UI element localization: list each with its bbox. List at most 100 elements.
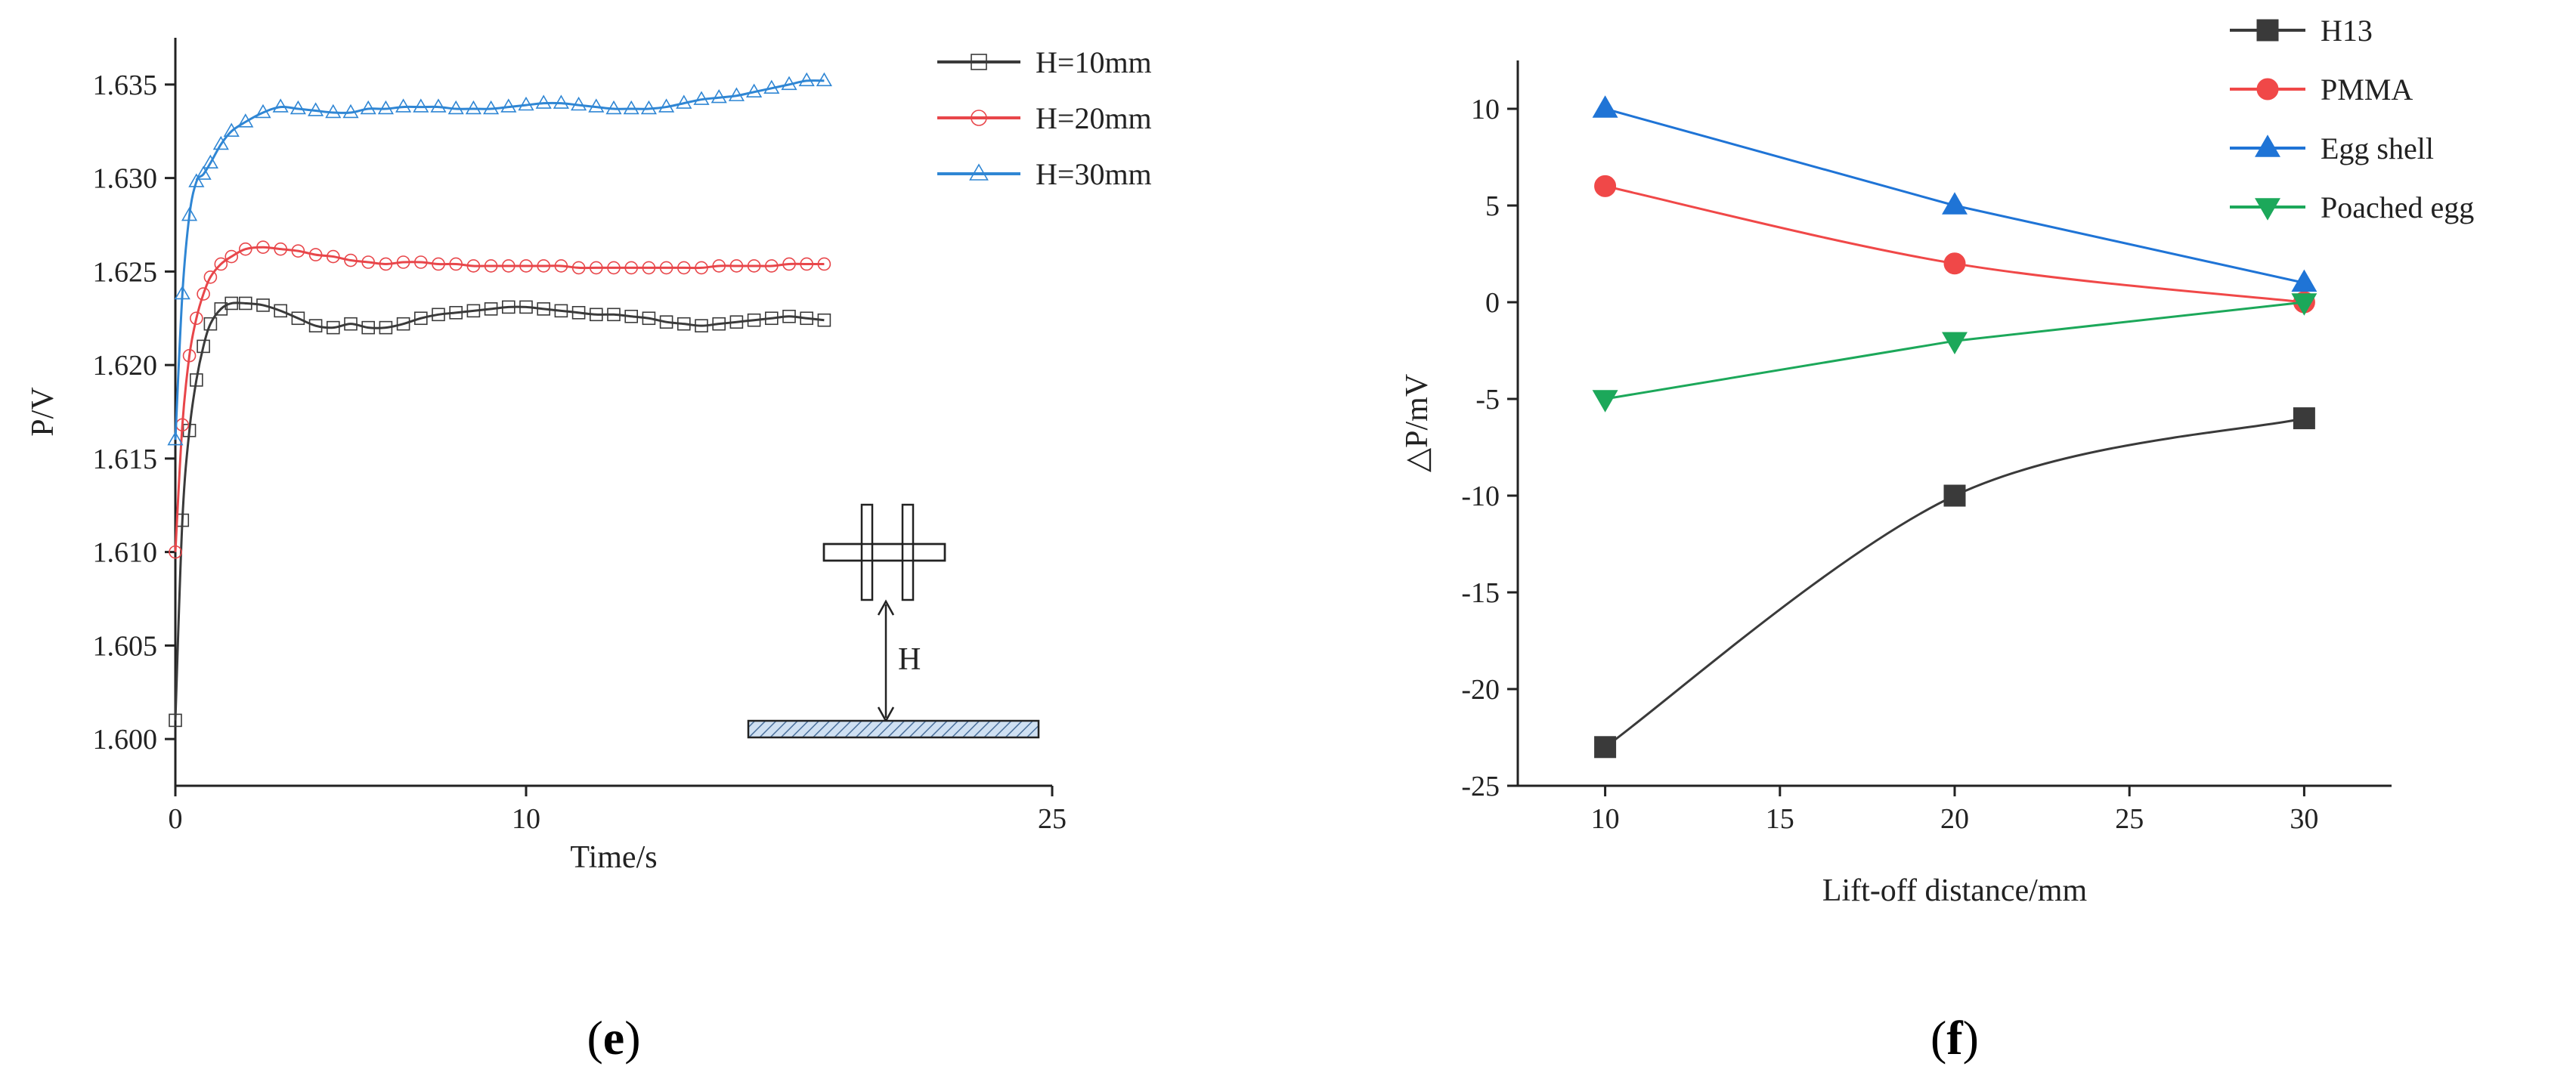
data-point <box>553 94 569 109</box>
x-tick-label: 0 <box>169 803 183 835</box>
data-point <box>782 257 796 271</box>
data-point <box>746 83 763 97</box>
data-point <box>817 313 831 327</box>
height-arrow-head-top <box>877 599 895 616</box>
data-point <box>224 296 239 311</box>
data-point <box>816 72 832 87</box>
probe-leg-left <box>860 503 874 601</box>
data-point <box>2293 407 2315 430</box>
data-point <box>624 261 639 275</box>
data-point <box>676 94 692 109</box>
data-point <box>202 154 218 169</box>
data-point <box>695 261 708 275</box>
legend-label: H=30mm <box>1036 157 1152 191</box>
data-point <box>554 259 568 273</box>
data-point <box>571 96 587 111</box>
chart-e: 0 10 25 1.600 1.605 1.610 1.615 1.620 1.625 1.630… <box>26 38 1152 1065</box>
data-point <box>1943 484 1966 507</box>
chart-f-xlabel: Lift-off distance/mm <box>1822 873 2088 908</box>
data-point <box>658 98 675 113</box>
data-point <box>659 261 673 275</box>
data-point <box>1592 95 1618 118</box>
y-tick-label: 1.630 <box>93 163 158 195</box>
data-point <box>238 296 252 311</box>
data-point <box>432 257 445 271</box>
data-point <box>729 315 744 329</box>
data-point <box>308 248 323 261</box>
data-point <box>800 257 813 271</box>
data-point <box>642 261 656 275</box>
data-point <box>190 311 203 326</box>
data-point <box>554 304 568 318</box>
data-point <box>395 98 412 113</box>
chart-f-series <box>1592 95 2317 759</box>
y-tick-label: -15 <box>1461 577 1500 609</box>
probe-crossbar <box>822 542 946 562</box>
chart-f-ticks: 10 15 20 25 30 -25 -20 -15 -10 -5 0 5 10 <box>1461 94 2318 835</box>
series-line-0 <box>1604 417 2305 749</box>
data-point <box>693 91 710 105</box>
data-point <box>256 240 270 255</box>
data-point <box>1594 175 1617 197</box>
data-point <box>466 259 481 273</box>
data-point <box>800 311 813 326</box>
series-line-0 <box>174 301 825 721</box>
data-point <box>326 249 340 264</box>
data-point <box>447 100 464 115</box>
data-point <box>238 242 252 256</box>
data-point <box>642 311 656 326</box>
data-point <box>763 79 780 94</box>
data-point <box>344 253 358 267</box>
legend-marker <box>971 54 987 70</box>
data-point <box>344 317 358 331</box>
panel-label-f: (f) <box>1930 1011 1979 1065</box>
data-point <box>798 72 815 87</box>
chart-e-ylabel: P/V <box>26 387 60 436</box>
y-tick-label: 1.600 <box>93 724 158 756</box>
data-point <box>571 261 586 275</box>
data-point <box>224 249 239 264</box>
data-point <box>308 319 323 332</box>
x-tick-label: 20 <box>1940 803 1969 835</box>
probe-crossbar-overlay <box>822 542 946 562</box>
data-point <box>519 259 533 273</box>
chart-e-series <box>167 72 832 728</box>
data-point <box>728 87 745 101</box>
data-point <box>589 261 603 275</box>
data-point <box>1943 252 1966 275</box>
legend-label: Egg shell <box>2321 131 2434 165</box>
data-point <box>466 304 481 318</box>
data-point <box>607 261 621 275</box>
data-point <box>289 100 306 115</box>
data-point <box>361 320 376 335</box>
data-point <box>223 122 240 137</box>
data-point <box>308 102 324 116</box>
data-point <box>432 308 445 322</box>
data-point <box>449 257 463 271</box>
chart-e-legend: H=10mm H=20mm H=30mm <box>937 45 1152 191</box>
y-tick-label: 5 <box>1485 190 1500 222</box>
x-tick-label: 25 <box>2115 803 2144 835</box>
data-point <box>1942 192 1968 215</box>
data-point <box>413 98 429 113</box>
data-point <box>379 320 393 335</box>
data-point <box>747 313 761 327</box>
data-point <box>169 545 182 559</box>
legend-label: H13 <box>2321 14 2373 48</box>
data-point <box>169 713 182 728</box>
data-point <box>430 98 447 113</box>
legend-label: H=10mm <box>1036 45 1152 79</box>
chart-e-ticks: 0 10 25 1.600 1.605 1.610 1.615 1.620 1.625 1.630… <box>93 70 1067 835</box>
data-point <box>237 113 254 128</box>
panel-label-e: (e) <box>587 1011 640 1065</box>
data-point <box>501 300 516 314</box>
legend-marker <box>2256 19 2279 42</box>
data-point <box>519 300 533 314</box>
data-point <box>181 206 198 221</box>
data-point <box>729 259 744 273</box>
data-point <box>623 100 639 115</box>
y-tick-label: 1.605 <box>93 630 158 662</box>
data-point <box>484 302 498 316</box>
data-point <box>677 317 691 331</box>
legend-label: Poached egg <box>2321 190 2474 224</box>
